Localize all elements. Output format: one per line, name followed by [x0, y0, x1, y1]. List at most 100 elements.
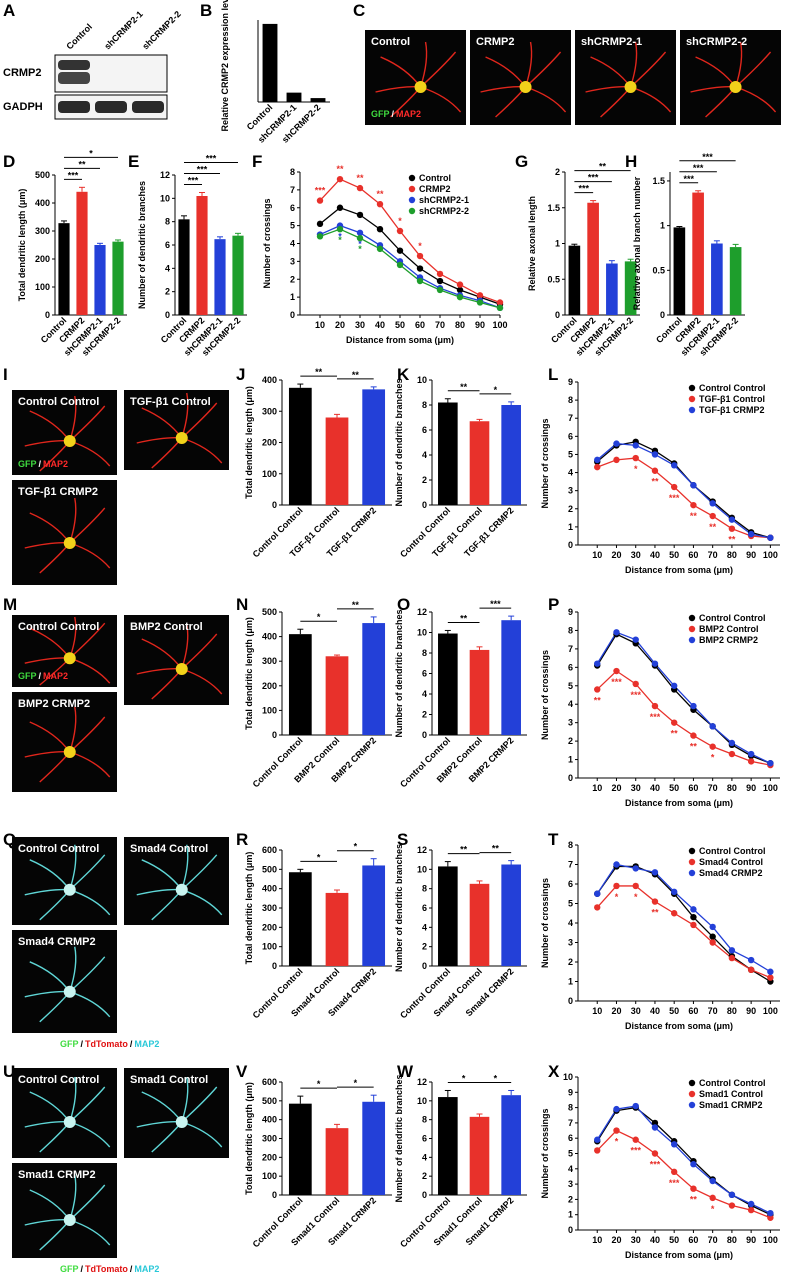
significance-label: **	[78, 159, 86, 169]
y-tick-label: 4	[422, 689, 427, 699]
data-point	[594, 890, 601, 897]
data-point	[747, 1200, 755, 1208]
micrograph	[575, 30, 676, 125]
y-tick-label: 6	[422, 1134, 427, 1144]
significance-label: ***	[650, 1160, 661, 1170]
error-bar	[476, 1113, 483, 1117]
significance-label: ***	[683, 174, 694, 184]
y-tick-label: 0	[422, 1190, 427, 1200]
significance-label: ***	[578, 184, 589, 194]
series-line	[596, 631, 771, 764]
data-point	[690, 921, 697, 929]
error-bar	[370, 386, 377, 390]
data-point	[632, 454, 639, 462]
significance-label: *	[358, 244, 362, 254]
y-tick-label: 100	[35, 282, 50, 292]
y-tick-label: 8	[568, 395, 573, 405]
error-bar	[627, 258, 634, 262]
error-bar	[476, 646, 483, 650]
bar	[94, 245, 106, 315]
data-point	[728, 750, 736, 758]
series-line	[596, 670, 771, 766]
legend-label: BMP2 CRMP2	[699, 635, 758, 645]
y-axis-label: Number of crossings	[262, 198, 272, 288]
data-point	[728, 947, 736, 954]
legend-label: BMP2 Control	[699, 624, 759, 634]
error-bar	[444, 1089, 451, 1098]
bar	[196, 196, 208, 315]
data-point	[613, 1127, 620, 1134]
micrograph	[12, 1163, 117, 1258]
legend-label: Control Control	[699, 383, 766, 393]
data-point	[613, 456, 620, 464]
y-axis-label: Number of crossings	[540, 418, 550, 508]
stain-part: MAP2	[134, 1039, 159, 1049]
x-tick-label: 20	[611, 1006, 621, 1016]
legend-label: Smad1 Control	[699, 1089, 763, 1099]
y-tick-label: 200	[262, 681, 277, 691]
y-tick-label: 7	[568, 413, 573, 423]
y-axis-label: Number of dendritic branches	[137, 181, 147, 309]
significance-label: **	[460, 845, 468, 855]
y-tick-label: 500	[262, 1096, 277, 1106]
data-point	[767, 534, 774, 541]
significance-label: **	[690, 511, 698, 521]
panel-letter: H	[625, 152, 637, 171]
data-point	[651, 869, 659, 876]
x-tick-label: 90	[746, 550, 756, 560]
micrograph	[124, 1068, 229, 1158]
y-tick-label: 4	[165, 263, 170, 273]
bar	[469, 883, 490, 966]
data-point	[709, 939, 716, 946]
data-point	[690, 732, 697, 739]
blot-band	[58, 60, 90, 70]
y-tick-label: 7	[568, 860, 573, 870]
stain-part: MAP2	[43, 459, 68, 469]
bar	[438, 633, 458, 735]
x-tick-label: 100	[763, 1235, 778, 1245]
y-tick-label: 200	[35, 254, 50, 264]
soma	[175, 432, 188, 444]
data-point	[767, 1209, 774, 1217]
y-tick-label: 300	[262, 903, 277, 913]
x-tick-label: 30	[355, 320, 365, 330]
significance-label: ***	[188, 176, 199, 186]
legend-label: CRMP2	[419, 184, 451, 194]
y-tick-label: 0	[422, 730, 427, 740]
data-point	[356, 211, 364, 219]
data-point	[632, 882, 639, 890]
y-tick-label: 600	[262, 845, 277, 855]
x-tick-label: 80	[727, 783, 737, 793]
micrograph	[12, 837, 117, 925]
y-tick-label: 300	[262, 1134, 277, 1144]
y-tick-label: 5	[568, 899, 573, 909]
y-tick-label: 7	[290, 185, 295, 195]
y-tick-label: 300	[35, 226, 50, 236]
y-tick-label: 100	[262, 469, 277, 479]
y-axis-label: Total dendritic length (μm)	[244, 852, 254, 965]
bar	[325, 656, 349, 735]
significance-label: *	[494, 385, 498, 395]
y-tick-label: 6	[568, 431, 573, 441]
error-bar	[79, 186, 85, 192]
y-axis-label: Number of dendritic branches	[394, 378, 404, 506]
x-tick-label: 90	[746, 783, 756, 793]
data-point	[670, 1141, 678, 1148]
y-axis-label: Number of crossings	[540, 650, 550, 740]
y-tick-label: 6	[422, 425, 427, 435]
significance-label: **	[690, 742, 698, 752]
data-point	[670, 682, 678, 689]
legend-marker	[688, 858, 696, 866]
y-tick-label: 0	[422, 500, 427, 510]
significance-label: *	[354, 842, 358, 852]
x-tick-label: 20	[611, 783, 621, 793]
error-bar	[444, 629, 451, 634]
stain-label: GFP / MAP2	[18, 459, 68, 469]
series-line	[319, 228, 501, 309]
panel-letter: A	[3, 1, 15, 20]
y-tick-label: 1	[290, 292, 295, 302]
error-bar	[508, 860, 515, 865]
y-tick-label: 8	[422, 648, 427, 658]
data-point	[336, 226, 344, 233]
